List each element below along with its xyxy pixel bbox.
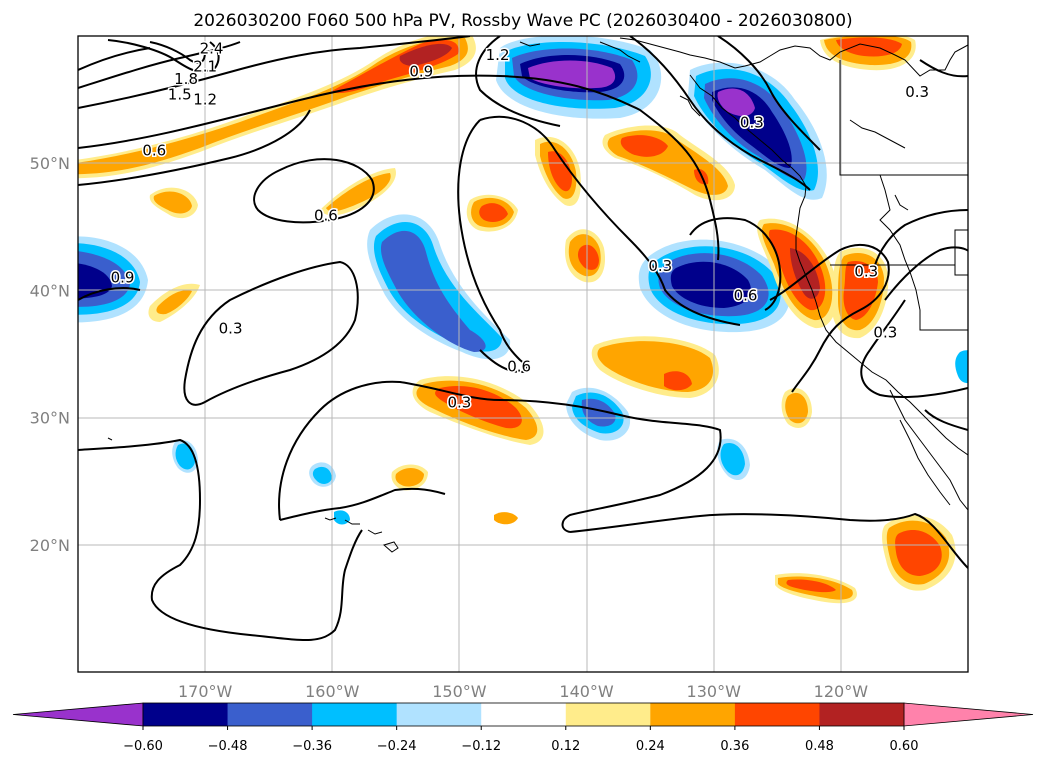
longitude-labels: 170°W 160°W 150°W 140°W 130°W 120°W <box>178 682 868 701</box>
lon-label: 140°W <box>559 682 614 701</box>
negative-anomaly-small-1 <box>172 350 968 525</box>
coastlines-and-borders <box>107 37 968 553</box>
contour-label: 0.9 <box>409 63 433 81</box>
contour-label: 0.3 <box>648 257 672 275</box>
contour-label: 0.3 <box>905 83 929 101</box>
colorbar-tick-label: −0.12 <box>461 739 501 754</box>
lon-label: 160°W <box>305 682 360 701</box>
colorbar-tick-label: −0.60 <box>123 739 163 754</box>
map-area: 2.42.11.81.5 1.21.20.90.60.60.90.30.60.30… <box>77 35 969 673</box>
colorbar-tick-label: 0.24 <box>636 739 665 754</box>
lon-label: 170°W <box>178 682 233 701</box>
colorbar-segment <box>565 703 651 726</box>
negative-anomaly-british-columbia <box>688 62 827 200</box>
colorbar-extend-max <box>903 702 1034 727</box>
lon-label: 150°W <box>432 682 487 701</box>
colorbar-frame <box>142 702 905 727</box>
contour-label: 0.3 <box>219 320 243 338</box>
contour-label: 1.2 <box>486 46 510 64</box>
contour-labels: 2.42.11.81.5 1.21.20.90.60.60.90.30.60.30… <box>109 38 931 413</box>
contour-label: 0.6 <box>734 286 758 304</box>
colorbar-segment <box>734 703 820 726</box>
lon-label: 120°W <box>814 682 869 701</box>
positive-anomaly-small-west <box>148 168 518 322</box>
colorbar-tick-label: −0.24 <box>377 739 417 754</box>
contour-label: 2.4 <box>200 40 224 58</box>
contour-label: 0.6 <box>142 141 166 159</box>
latitude-labels: 20°N 30°N 40°N 50°N <box>30 154 70 555</box>
negative-anomaly-gulf-of-alaska <box>496 36 662 119</box>
colorbar-segment <box>650 703 736 726</box>
contour-label: 0.3 <box>447 393 471 411</box>
positive-anomaly-aleutian-jet <box>78 36 476 179</box>
colorbar-tick-label: 0.36 <box>720 739 749 754</box>
contour-label: 1.2 <box>193 91 217 109</box>
colorbar-tick-label: 0.60 <box>890 739 919 754</box>
lat-label: 30°N <box>30 409 70 428</box>
graticule <box>78 36 968 672</box>
contour-label: 0.3 <box>854 262 878 280</box>
positive-anomaly-mexico <box>775 36 956 604</box>
lon-label: 130°W <box>687 682 742 701</box>
pv-anomaly-shading <box>78 36 968 604</box>
colorbar-segment <box>819 703 905 726</box>
contour-label: 1.8 <box>174 70 198 88</box>
contour-label: 2.1 <box>193 58 217 76</box>
contour-label: 1.5 <box>168 86 192 104</box>
colorbar-segment <box>481 703 567 726</box>
colorbar-tick-label: −0.36 <box>292 739 332 754</box>
positive-anomaly-subtropical <box>391 336 812 525</box>
lat-label: 40°N <box>30 281 70 300</box>
contour-label: 0.3 <box>740 113 764 131</box>
contour-label: 0.6 <box>507 358 531 376</box>
colorbar-tick-label: −0.48 <box>208 739 248 754</box>
contour-label: 0.6 <box>314 206 338 224</box>
colorbar-tick-label: 0.48 <box>805 739 834 754</box>
contour-label: 0.3 <box>873 323 897 341</box>
figure-title: 2026030200 F060 500 hPa PV, Rossby Wave … <box>193 11 852 31</box>
colorbar-segment <box>396 703 482 726</box>
colorbar-segment <box>143 703 229 726</box>
lat-label: 20°N <box>30 536 70 555</box>
positive-anomaly-california <box>757 218 889 339</box>
colorbar-tick-label: 0.12 <box>551 739 580 754</box>
colorbar-extend-min <box>12 702 144 727</box>
colorbar-segment <box>312 703 398 726</box>
colorbar-segment <box>227 703 313 726</box>
pv-contours <box>78 36 968 641</box>
contour-label: 0.9 <box>111 269 135 287</box>
lat-label: 50°N <box>30 154 70 173</box>
colorbar: −0.60 −0.48 −0.36 −0.24 −0.12 0.12 0.24 0.36 0.4… <box>12 702 1034 754</box>
map-frame <box>77 35 969 673</box>
